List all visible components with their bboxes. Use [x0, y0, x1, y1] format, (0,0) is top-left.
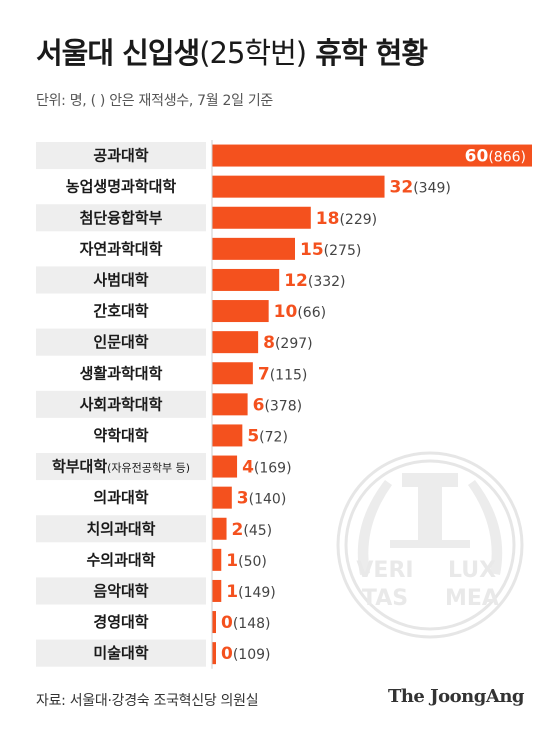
category-band — [36, 142, 206, 170]
source-note: 자료: 서울대·강경숙 조국혁신당 의원실 — [36, 693, 259, 709]
category-label: 경영대학 — [93, 613, 148, 631]
bar — [212, 300, 269, 323]
category-label: 의과대학 — [93, 489, 148, 507]
category-band — [36, 359, 206, 387]
brand-logo: The JoongAng — [387, 686, 525, 707]
bar — [212, 455, 238, 478]
value-label: 5(72) — [247, 426, 288, 446]
category-label: 자연과학대학 — [80, 240, 163, 258]
value-label: 3(140) — [237, 489, 286, 509]
category-label: 공과대학 — [93, 147, 148, 165]
seal-text-lux: LUX — [448, 558, 496, 583]
category-label: 인문대학 — [93, 333, 148, 351]
category-band — [36, 421, 206, 449]
category-label: 사범대학 — [93, 271, 148, 289]
category-label: 치의과대학 — [86, 520, 155, 538]
title-paren: (25학번) — [199, 36, 307, 70]
university-seal-watermark: VERI LUX TAS MEA — [336, 451, 524, 639]
seal-text-veri: VERI — [356, 558, 413, 583]
chart-subtitle: 단위: 명, ( ) 안은 재적생수, 7월 2일 기준 — [36, 93, 273, 109]
bar — [212, 393, 248, 416]
category-band — [36, 390, 206, 418]
category-band — [36, 515, 206, 543]
bar — [212, 579, 222, 602]
bar — [212, 206, 311, 229]
bar — [212, 611, 216, 634]
value-label: 7(115) — [258, 364, 308, 384]
bar — [212, 517, 227, 540]
value-label: 10(66) — [274, 302, 326, 322]
value-label: 6(378) — [253, 395, 303, 415]
bar — [212, 144, 532, 167]
category-band — [36, 297, 206, 325]
bar — [212, 362, 253, 385]
category-band — [36, 173, 206, 201]
bar — [212, 486, 232, 509]
page-title: 서울대 신입생(25학번) 휴학 현황 — [36, 30, 428, 72]
category-band — [36, 266, 206, 294]
bar — [212, 331, 259, 354]
title-end: 휴학 현황 — [315, 36, 428, 70]
title-main: 서울대 신입생 — [36, 36, 200, 70]
value-label: 0(109) — [221, 644, 271, 664]
category-band — [36, 639, 206, 667]
category-label: 수의과대학 — [86, 551, 155, 569]
value-label: 1(149) — [226, 582, 276, 602]
value-label: 1(50) — [226, 551, 267, 571]
value-label: 8(297) — [263, 333, 313, 353]
value-label: 12(332) — [284, 271, 345, 291]
category-label: 약학대학 — [93, 426, 148, 444]
category-band — [36, 235, 206, 263]
bar — [212, 237, 295, 260]
value-label: 18(229) — [316, 209, 377, 229]
value-label: 0(148) — [221, 613, 271, 633]
value-label: 60(866) — [465, 147, 526, 167]
category-band — [36, 328, 206, 356]
bar — [212, 548, 222, 571]
bar — [212, 642, 216, 665]
value-label: 4(169) — [242, 458, 291, 478]
seal-text-tas: TAS — [362, 586, 408, 611]
category-label: 사회과학대학 — [80, 395, 163, 413]
category-label: 생활과학대학 — [80, 364, 163, 382]
bar — [212, 268, 280, 291]
category-band — [36, 484, 206, 512]
category-band — [36, 453, 206, 481]
bar — [212, 175, 385, 198]
value-label: 32(349) — [390, 178, 451, 198]
seal-text-mea: MEA — [445, 586, 499, 611]
category-label: 학부대학(자유전공학부 등) — [52, 458, 190, 476]
category-band — [36, 577, 206, 605]
category-label: 미술대학 — [93, 644, 148, 662]
category-band — [36, 204, 206, 232]
category-band — [36, 546, 206, 574]
category-band — [36, 608, 206, 636]
category-label: 음악대학 — [93, 582, 148, 600]
bar — [212, 424, 243, 447]
value-label: 15(275) — [300, 240, 361, 260]
category-label: 간호대학 — [93, 302, 148, 320]
category-label: 첨단융합학부 — [80, 209, 163, 227]
value-label: 2(45) — [232, 520, 273, 540]
category-label: 농업생명과학대학 — [66, 178, 177, 196]
